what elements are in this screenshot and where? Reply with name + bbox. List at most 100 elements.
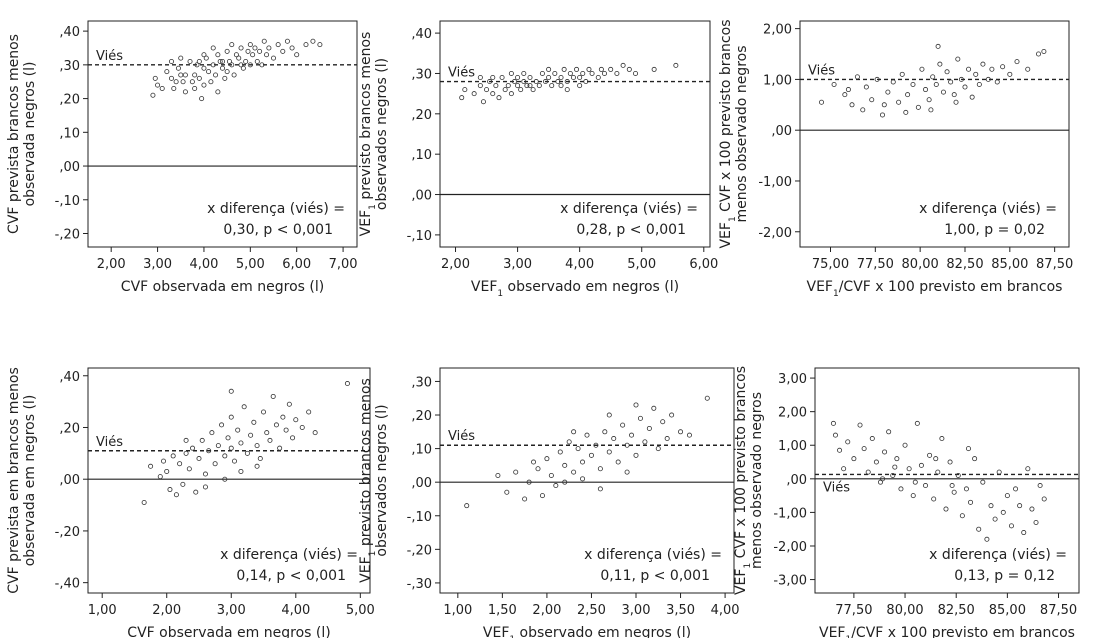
data-point xyxy=(535,466,541,472)
data-point xyxy=(502,87,508,93)
x-tick-label: 2,00 xyxy=(152,603,181,618)
data-point xyxy=(1041,48,1047,54)
data-point xyxy=(228,445,234,451)
mean-difference-value: 0,28, p < 0,001 xyxy=(576,222,686,238)
data-point xyxy=(310,38,316,44)
data-point xyxy=(869,97,875,103)
data-point xyxy=(257,48,263,54)
data-point xyxy=(620,422,626,428)
data-point xyxy=(201,65,207,71)
data-point xyxy=(150,92,156,98)
data-point xyxy=(873,459,879,465)
x-tick-label: 5,00 xyxy=(627,257,656,272)
data-point xyxy=(222,476,228,482)
y-tick-label: 2,00 xyxy=(763,23,792,38)
data-point xyxy=(937,61,943,67)
data-point xyxy=(673,62,679,68)
bias-label: Viés xyxy=(96,435,123,450)
data-point xyxy=(231,458,237,464)
data-point xyxy=(963,486,969,492)
data-point xyxy=(969,94,975,100)
data-point xyxy=(549,83,555,89)
data-point xyxy=(860,107,866,113)
data-point xyxy=(881,102,887,108)
data-point xyxy=(283,427,289,433)
data-point xyxy=(976,526,982,532)
data-point xyxy=(289,45,295,51)
data-point xyxy=(196,456,202,462)
y-axis-title: VEF1 CVF x 100 previsto brancos xyxy=(733,366,753,595)
data-point xyxy=(240,65,246,71)
data-point xyxy=(571,469,577,475)
data-point xyxy=(915,104,921,110)
x-axis-title: CVF observada em negros (l) xyxy=(127,625,330,638)
scatter-panel-5: ,30 ,20 ,10 ,00 -,10 -,20 -,30 1,00 1,50 2,00 2,50… xyxy=(358,367,740,638)
data-point xyxy=(930,74,936,80)
data-point xyxy=(222,453,228,459)
data-point xyxy=(933,81,939,87)
plot-frame xyxy=(799,20,1070,248)
data-point xyxy=(586,66,592,72)
data-point xyxy=(521,70,527,76)
x-axis-title: VEF1/CVF x 100 previsto em brancos xyxy=(807,279,1063,299)
data-point xyxy=(601,70,607,76)
data-point xyxy=(178,72,184,78)
y-tick-label: ,20 xyxy=(411,409,432,424)
y-axis-title: menos observado negros xyxy=(749,392,765,569)
data-point xyxy=(168,75,174,81)
data-point xyxy=(527,83,533,89)
x-tick-label: 5,00 xyxy=(236,257,265,272)
data-point xyxy=(238,62,244,68)
data-point xyxy=(267,437,273,443)
data-point xyxy=(189,79,195,85)
data-point xyxy=(161,458,167,464)
y-tick-label: ,00 xyxy=(59,473,80,488)
y-tick-label: -,20 xyxy=(55,228,80,243)
data-point xyxy=(499,75,505,81)
y-tick-label: ,40 xyxy=(59,25,80,40)
data-point xyxy=(219,58,225,64)
data-point xyxy=(602,429,608,435)
data-point xyxy=(819,99,825,105)
data-point xyxy=(215,52,221,58)
data-point xyxy=(254,463,260,469)
data-point xyxy=(633,452,639,458)
y-tick-label: 3,00 xyxy=(778,372,807,387)
data-point xyxy=(851,456,857,462)
data-point xyxy=(294,52,300,58)
data-point xyxy=(1008,523,1014,529)
data-point xyxy=(192,85,198,91)
y-tick-label: ,10 xyxy=(59,126,80,141)
data-point xyxy=(588,452,594,458)
scatter-panel-4: ,40 ,20 ,00 -,20 -,40 1,00 2,00 3,00 4,00 5,00 Vié… xyxy=(6,367,375,638)
y-tick-label: ,00 xyxy=(59,160,80,175)
data-point xyxy=(832,432,838,438)
y-tick-label: ,00 xyxy=(786,473,807,488)
data-point xyxy=(245,48,251,54)
data-point xyxy=(923,87,929,93)
data-point xyxy=(637,415,643,421)
data-point xyxy=(903,109,909,115)
data-point xyxy=(261,409,267,415)
y-tick-label: ,30 xyxy=(411,67,432,82)
data-point xyxy=(562,479,568,485)
data-point xyxy=(266,45,272,51)
data-point xyxy=(1033,519,1039,525)
bias-label: Viés xyxy=(448,429,475,444)
data-point xyxy=(511,79,517,85)
data-point xyxy=(994,79,1000,85)
data-point xyxy=(264,430,270,436)
mean-difference-label: x diferença (viés) = xyxy=(560,201,698,217)
data-point xyxy=(880,476,886,482)
data-point xyxy=(306,409,312,415)
data-point xyxy=(906,466,912,472)
x-tick-label: 80,00 xyxy=(886,603,923,618)
data-point xyxy=(894,456,900,462)
data-point xyxy=(530,87,536,93)
data-point xyxy=(1041,496,1047,502)
data-point xyxy=(236,55,242,61)
x-axis-title: VEF1 observado em negros (l) xyxy=(471,279,679,299)
data-point xyxy=(575,446,581,452)
data-point xyxy=(898,486,904,492)
x-tick-label: 6,00 xyxy=(689,257,718,272)
